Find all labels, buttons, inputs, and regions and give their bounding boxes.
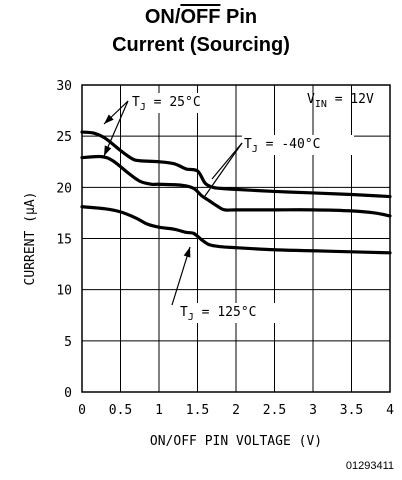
- y-tick-label: 20: [56, 181, 72, 196]
- series-tj-25c-line: [80, 130, 392, 199]
- grid: [81, 84, 391, 393]
- title-prefix: ON/: [144, 6, 181, 28]
- chart-title-line1: ON/OFF Pin: [0, 6, 402, 29]
- arrow-tj-125c-line: [171, 246, 191, 306]
- arrow-tj-25c-2-line: [103, 100, 129, 157]
- x-tick-labels: 0 0.5 1 1.5 2 2.5 3 3.5 4: [78, 403, 394, 418]
- x-tick-label: 0.5: [109, 403, 132, 418]
- y-tick-label: 10: [56, 284, 72, 299]
- x-tick-label: 3.5: [340, 403, 363, 418]
- x-tick-label: 1: [155, 403, 163, 418]
- series-tj-125c-line: [80, 205, 392, 255]
- arrow-tj-25c-2-head: [104, 145, 112, 156]
- x-tick-label: 1.5: [186, 403, 209, 418]
- x-tick-label: 2.5: [263, 403, 286, 418]
- figure-code: 01293411: [345, 460, 394, 472]
- label-tj-minus40c-bg: [242, 135, 354, 155]
- x-tick-label: 4: [386, 403, 394, 418]
- vin-annotation: VIN = 12V: [307, 92, 374, 110]
- x-tick-label: 3: [309, 403, 317, 418]
- annotations: VIN = 12V TJ = 25°C TJ = -40°C TJ = 125°C: [103, 92, 374, 323]
- y-tick-label: 30: [56, 79, 72, 94]
- x-tick-label: 0: [78, 403, 86, 418]
- label-tj-125c-bg: [178, 303, 282, 323]
- label-tj-125c: TJ = 125°C: [180, 305, 256, 323]
- y-tick-labels: 0 5 10 15 20 25 30: [56, 79, 72, 401]
- leader-tj-minus40c-2: [204, 142, 243, 197]
- y-tick-label: 5: [64, 335, 72, 350]
- y-tick-label: 15: [56, 233, 72, 248]
- title-suffix: Pin: [220, 6, 258, 28]
- label-tj-minus40c: TJ = -40°C: [244, 137, 320, 155]
- series-group: [80, 130, 392, 255]
- x-tick-label: 2: [232, 403, 240, 418]
- chart-title-line2: Current (Sourcing): [112, 34, 290, 56]
- arrow-tj-125c-head: [183, 247, 191, 258]
- series-tj-minus40c-line: [80, 154, 392, 218]
- plot-frame: [81, 84, 391, 393]
- leader-tj-minus40c: [211, 142, 243, 180]
- arrow-tj-25c-head: [104, 114, 114, 124]
- y-tick-label: 0: [64, 386, 72, 401]
- title-off-overlined: OFF: [180, 6, 221, 28]
- y-axis-label: CURRENT (µA): [23, 192, 38, 286]
- label-tj-25c: TJ = 25°C: [132, 95, 201, 113]
- x-axis-label: ON/OFF PIN VOLTAGE (V): [150, 434, 322, 449]
- y-tick-label: 25: [56, 130, 72, 145]
- label-tj-25c-bg: [130, 93, 222, 113]
